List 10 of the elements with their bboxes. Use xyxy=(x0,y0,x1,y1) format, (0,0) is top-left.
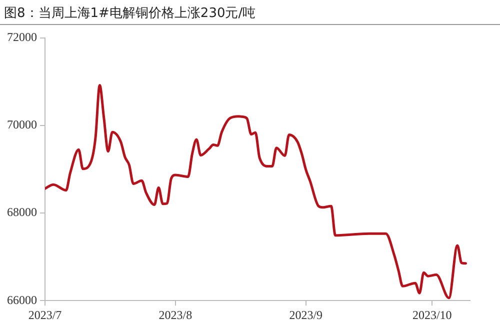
line-series xyxy=(45,84,468,300)
x-tick-label: 2023/7 xyxy=(28,308,62,322)
x-tick-label: 2023/10 xyxy=(412,308,452,322)
y-tick-label: 72000 xyxy=(7,30,37,44)
y-tick-label: 70000 xyxy=(7,118,37,132)
y-tick-label: 68000 xyxy=(7,205,37,220)
x-tick-label: 2023/8 xyxy=(158,308,192,322)
y-tick-label: 66000 xyxy=(7,292,37,307)
x-tick-label: 2023/9 xyxy=(289,308,323,322)
chart-title: 图8：当周上海1#电解铜价格上涨230元/吨 xyxy=(4,5,256,22)
